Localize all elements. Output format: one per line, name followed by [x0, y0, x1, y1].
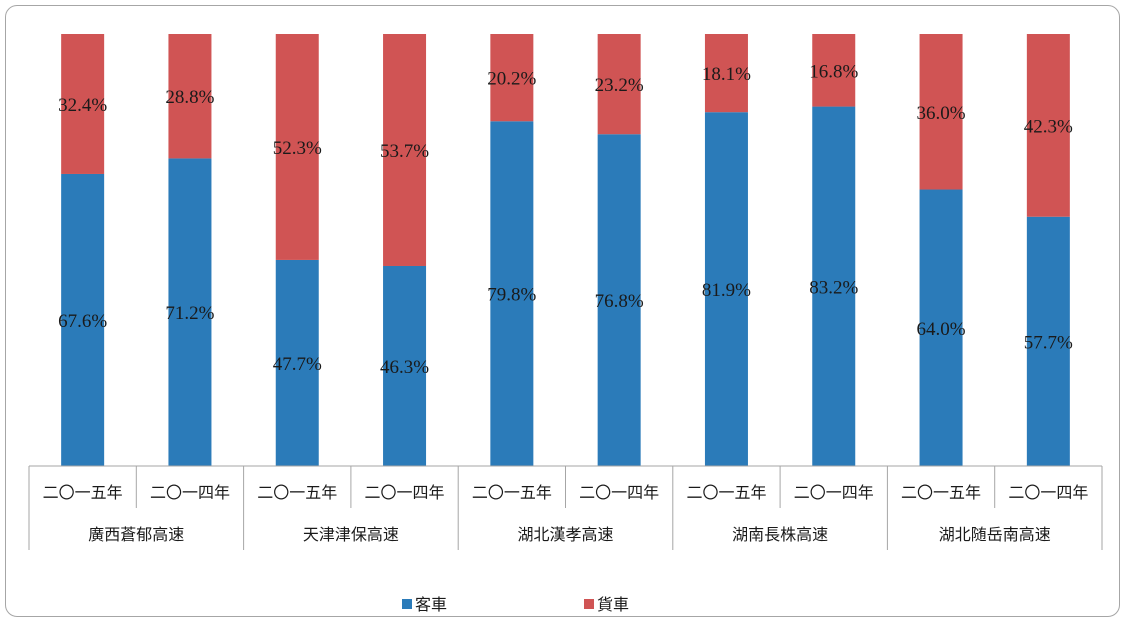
year-tick-label: 二〇一五年	[901, 484, 981, 502]
value-label-huoche-3: 53.7%	[380, 141, 429, 162]
legend-swatch-keche	[402, 599, 412, 609]
bar-huoche-2	[275, 34, 319, 260]
value-label-huoche-9: 42.3%	[1024, 116, 1073, 137]
value-label-keche-3: 46.3%	[380, 357, 429, 378]
year-tick-label: 二〇一四年	[579, 484, 659, 502]
bar-keche-5	[597, 134, 641, 466]
bar-keche-0	[61, 173, 105, 466]
bar-keche-2	[275, 259, 319, 466]
year-tick-label: 二〇一四年	[794, 484, 874, 502]
bar-huoche-1	[168, 34, 212, 159]
value-labels-layer: 67.6% 32.4% 71.2% 28.8% 47.7% 52.3% 46.3% 53.7%…	[58, 61, 1073, 378]
value-label-huoche-8: 36.0%	[917, 103, 966, 124]
group-tick-label: 廣西蒼郁高速	[88, 526, 184, 544]
value-label-huoche-6: 18.1%	[702, 64, 751, 85]
value-label-huoche-1: 28.8%	[165, 87, 214, 108]
bar-keche-6	[704, 112, 748, 466]
value-label-huoche-7: 16.8%	[809, 61, 858, 82]
year-tick-label: 二〇一五年	[257, 484, 337, 502]
bar-huoche-4	[490, 34, 534, 122]
group-tick-label: 湖北漢孝高速	[517, 526, 613, 544]
value-label-keche-2: 47.7%	[273, 354, 322, 375]
bar-huoche-0	[61, 34, 105, 174]
legend-label-huoche: 貨車	[597, 596, 629, 614]
year-tick-label: 二〇一五年	[686, 484, 766, 502]
value-label-keche-7: 83.2%	[809, 277, 858, 298]
year-tick-label: 二〇一四年	[150, 484, 230, 502]
year-tick-label: 二〇一五年	[43, 484, 123, 502]
bar-keche-8	[919, 189, 963, 466]
bars-layer	[61, 34, 1070, 467]
year-tick-label: 二〇一四年	[365, 484, 445, 502]
bar-keche-7	[812, 106, 856, 467]
value-label-keche-6: 81.9%	[702, 280, 751, 301]
value-label-keche-0: 67.6%	[58, 311, 107, 332]
year-tick-label: 二〇一五年	[472, 484, 552, 502]
group-tick-label: 湖北随岳南高速	[939, 526, 1051, 544]
value-label-huoche-2: 52.3%	[273, 138, 322, 159]
group-tick-label: 天津津保高速	[303, 526, 399, 544]
value-label-huoche-5: 23.2%	[595, 75, 644, 96]
bar-huoche-6	[704, 34, 748, 113]
value-label-huoche-4: 20.2%	[487, 69, 536, 90]
bar-keche-9	[1026, 216, 1070, 466]
value-label-huoche-0: 32.4%	[58, 95, 107, 116]
bar-huoche-3	[383, 34, 427, 266]
legend: 客車 貨車	[402, 596, 629, 614]
legend-swatch-huoche	[584, 599, 594, 609]
value-label-keche-8: 64.0%	[917, 319, 966, 340]
value-label-keche-1: 71.2%	[165, 303, 214, 324]
bar-keche-3	[383, 265, 427, 466]
category-axis: 二〇一五年 二〇一四年 二〇一五年 二〇一四年 二〇一五年 二〇一四年 二〇一五年 二〇一四年…	[28, 465, 1103, 550]
legend-label-keche: 客車	[415, 596, 447, 614]
value-label-keche-5: 76.8%	[595, 291, 644, 312]
year-tick-label: 二〇一四年	[1008, 484, 1088, 502]
value-label-keche-4: 79.8%	[487, 285, 536, 306]
value-label-keche-9: 57.7%	[1024, 332, 1073, 353]
bar-keche-1	[168, 158, 212, 466]
bar-huoche-9	[1026, 34, 1070, 217]
bar-huoche-7	[812, 34, 856, 107]
group-tick-label: 湖南長株高速	[732, 526, 828, 544]
bar-huoche-5	[597, 34, 641, 135]
bar-huoche-8	[919, 34, 963, 190]
bar-keche-4	[490, 121, 534, 466]
